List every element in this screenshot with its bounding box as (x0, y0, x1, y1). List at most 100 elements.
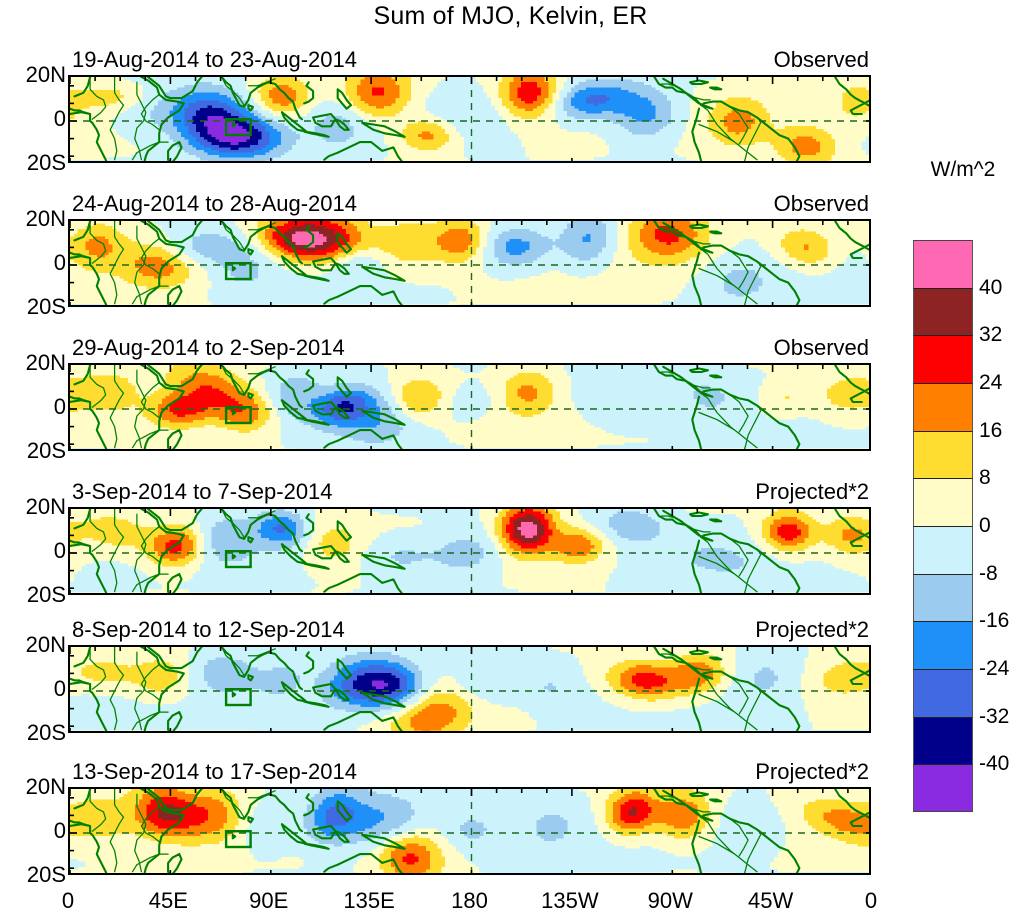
panel-header: 8-Sep-2014 to 12-Sep-2014 Projected*2 (68, 617, 871, 643)
colorbar-band (913, 573, 973, 622)
x-axis: 0 45E 90E 135E 180 135W 90W 45W 0 (62, 879, 877, 913)
y-axis-tick-label: 20S (26, 720, 66, 745)
colorbar-tick-label: -16 (979, 609, 1010, 633)
axis-ticks (70, 365, 869, 449)
map-field (68, 219, 871, 307)
panel-status-label: Projected*2 (755, 617, 869, 642)
highlight-box (224, 118, 252, 137)
colorbar-tick-label: 0 (979, 514, 991, 537)
map-field (68, 645, 871, 733)
colorbar-tick-label: 32 (979, 323, 1003, 347)
panel-status-label: Observed (773, 335, 869, 360)
y-axis-tick-label: 0 (53, 538, 66, 563)
colorbar[interactable]: 40 32 24 16 8 0 -8 -16 -24 -32 -40 (913, 240, 1009, 812)
colorbar-band (913, 287, 973, 336)
map-field (68, 507, 871, 595)
contour-fill (70, 509, 869, 593)
colorbar-band (913, 335, 973, 383)
x-axis-tick-label: 45E (148, 888, 188, 913)
panel-header: 13-Sep-2014 to 17-Sep-2014 Projected*2 (68, 759, 871, 785)
coastlines (70, 221, 869, 305)
figure-title: Sum of MJO, Kelvin, ER (373, 2, 648, 30)
panel-date-range: 29-Aug-2014 to 2-Sep-2014 (72, 335, 345, 360)
x-axis-tick-label: 135W (541, 888, 599, 913)
y-axis-tick-label: 20N (25, 494, 66, 519)
x-axis-tick-label: 0 (61, 888, 75, 913)
axis-ticks (70, 77, 869, 161)
highlight-box (224, 550, 252, 569)
coastlines (70, 77, 869, 161)
panel-date-range: 8-Sep-2014 to 12-Sep-2014 (72, 617, 345, 642)
reference-lines (70, 77, 869, 161)
highlight-box (224, 262, 252, 281)
colorbar-tick-label: 16 (979, 418, 1003, 442)
colorbar-band (913, 621, 973, 669)
colorbar-tick-label: 40 (979, 275, 1003, 299)
x-axis-tick-label: 90W (647, 888, 693, 913)
colorbar-tick-label: 24 (979, 371, 1003, 394)
contour-fill (70, 365, 869, 449)
contour-fill (70, 77, 869, 161)
x-axis-tick-label: 135E (343, 888, 395, 913)
highlight-box (224, 406, 252, 425)
y-axis-tick-label: 20S (26, 438, 66, 463)
coastlines (70, 365, 869, 449)
y-axis-tick-label: 20N (25, 774, 66, 799)
reference-lines (70, 789, 869, 873)
axis-ticks (70, 647, 869, 731)
colorbar-band (913, 716, 973, 765)
highlight-box (224, 688, 252, 707)
y-axis-tick-label: 20S (26, 862, 66, 887)
contour-fill (70, 221, 869, 305)
map-field (68, 363, 871, 451)
panel-date-range: 3-Sep-2014 to 7-Sep-2014 (72, 479, 333, 504)
axis-ticks (70, 789, 869, 873)
colorbar-band (913, 526, 973, 574)
highlight-box (224, 830, 252, 849)
panel-date-range: 13-Sep-2014 to 17-Sep-2014 (72, 759, 357, 784)
colorbar-band (913, 430, 973, 479)
x-axis-tick-label: 180 (451, 888, 488, 913)
x-axis-tick-label: 0 (864, 888, 878, 913)
colorbar-tick-label: -24 (979, 657, 1010, 680)
panel-header: 19-Aug-2014 to 23-Aug-2014 Observed (68, 47, 871, 73)
colorbar-units-label: W/m^2 (930, 158, 996, 181)
colorbar-band (913, 240, 973, 288)
colorbar-tick-label: -40 (979, 752, 1010, 776)
y-axis-tick-label: 20N (25, 350, 66, 375)
reference-lines (70, 647, 869, 731)
reference-lines (70, 221, 869, 305)
colorbar-tick-label: 8 (979, 466, 991, 490)
coastlines (70, 789, 869, 873)
y-axis-tick-label: 0 (53, 106, 66, 131)
colorbar-band (913, 764, 973, 812)
panel-header: 29-Aug-2014 to 2-Sep-2014 Observed (68, 335, 871, 361)
y-axis-tick-label: 0 (53, 676, 66, 701)
y-axis-tick-label: 20N (25, 206, 66, 231)
colorbar-tick-label: -32 (979, 704, 1010, 728)
panel-status-label: Projected*2 (755, 479, 869, 504)
y-axis-tick-label: 0 (53, 250, 66, 275)
colorbar-tick-label: -8 (979, 561, 998, 585)
y-axis-tick-label: 0 (53, 394, 66, 419)
y-axis-tick-label: 20S (26, 582, 66, 607)
panel-status-label: Observed (773, 47, 869, 72)
panel-header: 24-Aug-2014 to 28-Aug-2014 Observed (68, 191, 871, 217)
contour-fill (70, 789, 869, 873)
reference-lines (70, 509, 869, 593)
y-axis-tick-label: 20N (25, 62, 66, 87)
panel-status-label: Observed (773, 191, 869, 216)
x-axis-tick-label: 90E (249, 888, 289, 913)
axis-ticks (70, 221, 869, 305)
panel-date-range: 24-Aug-2014 to 28-Aug-2014 (72, 191, 357, 216)
x-axis-tick-label: 45W (748, 888, 794, 913)
y-axis-tick-label: 20N (25, 632, 66, 657)
axis-ticks (70, 509, 869, 593)
y-axis-tick-label: 0 (53, 818, 66, 843)
panel-date-range: 19-Aug-2014 to 23-Aug-2014 (72, 47, 357, 72)
y-axis-tick-label: 20S (26, 150, 66, 175)
y-axis-tick-label: 20S (26, 294, 66, 319)
contour-fill (70, 647, 869, 731)
colorbar-band (913, 383, 973, 431)
